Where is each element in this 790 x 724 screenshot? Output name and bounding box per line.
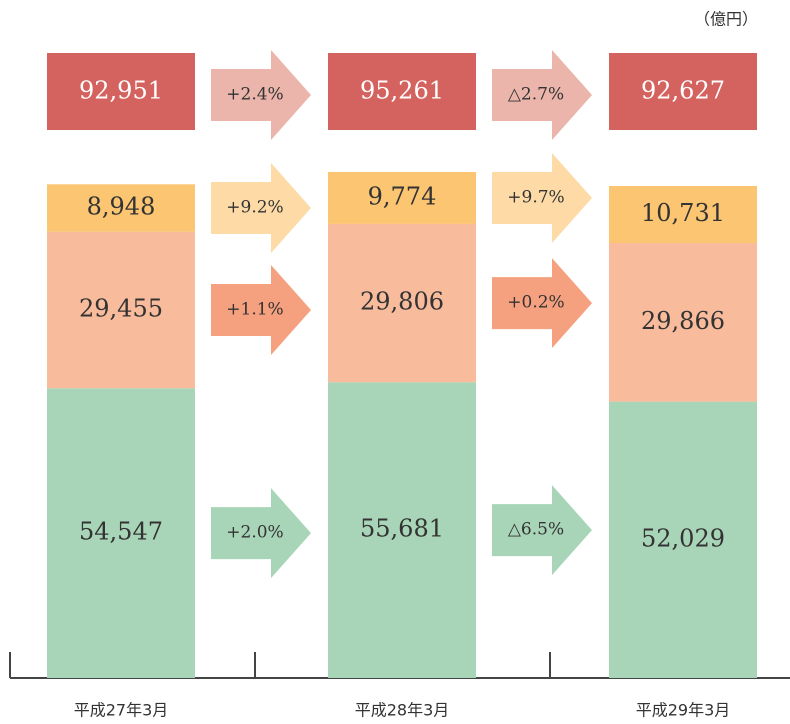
x-tick-label: 平成28年3月 <box>355 701 450 720</box>
arrow <box>492 485 592 576</box>
change-label: +0.2% <box>507 293 564 313</box>
bar-segment <box>328 172 476 224</box>
value-label: 55,681 <box>360 515 444 543</box>
value-label: 54,547 <box>79 518 163 546</box>
unit-label: （億円） <box>694 10 758 29</box>
total-label: 95,261 <box>360 77 444 105</box>
bar-segment <box>47 184 195 232</box>
arrow <box>211 488 311 579</box>
arrow <box>211 265 311 356</box>
bar-segment <box>609 401 757 678</box>
total-label: 92,627 <box>641 77 725 105</box>
bar-segment <box>328 223 476 383</box>
arrow <box>492 258 592 349</box>
value-label: 29,455 <box>79 295 163 323</box>
x-tick-label: 平成29年3月 <box>636 701 731 720</box>
arrow <box>492 50 592 140</box>
change-label: +9.7% <box>507 187 564 207</box>
value-label: 9,774 <box>368 182 437 210</box>
arrow <box>492 152 592 243</box>
change-label: +1.1% <box>226 300 283 320</box>
x-tick-label: 平成27年3月 <box>74 701 169 720</box>
value-label: 29,806 <box>360 288 444 316</box>
value-label: 52,029 <box>641 524 725 552</box>
total-box <box>609 53 757 130</box>
arrow <box>211 50 311 140</box>
value-label: 29,866 <box>641 307 725 335</box>
bar-segment <box>609 242 757 402</box>
bar-segment <box>328 382 476 678</box>
bar-segment <box>47 388 195 678</box>
change-label: +2.0% <box>226 523 283 543</box>
bar-segment <box>609 185 757 243</box>
arrow <box>211 163 311 254</box>
total-box <box>47 53 195 130</box>
value-label: 10,731 <box>641 199 725 227</box>
change-label: +9.2% <box>226 198 283 218</box>
total-label: 92,951 <box>79 77 163 105</box>
change-label: △2.7% <box>508 85 564 105</box>
change-label: △6.5% <box>508 520 564 540</box>
value-label: 8,948 <box>87 193 156 221</box>
bar-segment <box>47 231 195 389</box>
total-box <box>328 53 476 130</box>
change-label: +2.4% <box>226 85 283 105</box>
